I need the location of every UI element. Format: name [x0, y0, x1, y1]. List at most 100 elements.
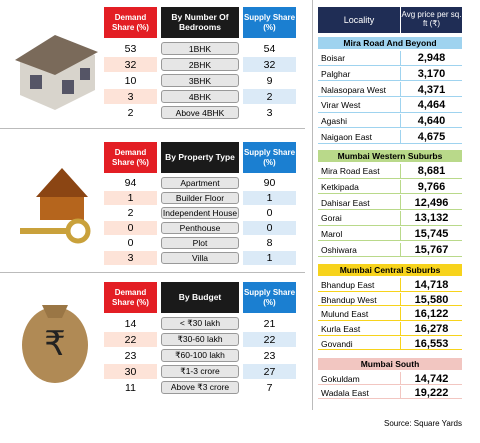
column-header: Locality — [318, 7, 400, 33]
locality: Agashi — [321, 116, 347, 127]
locality: Bhandup East — [321, 279, 375, 290]
demand-share: 30 — [104, 364, 157, 379]
supply-share: 9 — [243, 73, 296, 88]
category-label: Independent House — [161, 207, 239, 219]
demand-share: 3 — [104, 251, 157, 265]
category-label: Plot — [161, 237, 239, 249]
row-bg — [318, 82, 462, 98]
avg-price: 9,766 — [400, 179, 462, 195]
row-bg — [318, 337, 462, 351]
column-header: Demand Share (%) — [104, 142, 157, 173]
demand-share: 10 — [104, 73, 157, 88]
locality: Boisar — [321, 53, 346, 64]
row-bg — [318, 51, 462, 66]
locality: Naigaon East — [321, 131, 373, 142]
divider — [312, 0, 313, 410]
supply-share: 8 — [243, 236, 296, 250]
demand-share: 2 — [104, 105, 157, 120]
house-icon — [15, 35, 98, 110]
supply-share: 54 — [243, 41, 296, 56]
row-bg — [318, 243, 462, 258]
locality: Dahisar East — [321, 197, 370, 208]
demand-share: 94 — [104, 176, 157, 190]
row-bg — [318, 372, 462, 385]
supply-share: 1 — [243, 191, 296, 205]
demand-share: 14 — [104, 316, 157, 331]
avg-price: 16,122 — [400, 307, 462, 322]
avg-price: 2,948 — [400, 51, 462, 66]
row-bg — [318, 98, 462, 113]
supply-share: 21 — [243, 316, 296, 331]
column-header: Avg price per sq. ft (₹) — [400, 7, 462, 33]
locality: Gokuldam — [321, 373, 360, 384]
row-bg — [318, 227, 462, 242]
locality: Gorai — [321, 213, 342, 224]
avg-price: 16,278 — [400, 322, 462, 336]
supply-share: 0 — [243, 221, 296, 235]
avg-price: 4,675 — [400, 129, 462, 145]
avg-price: 16,553 — [400, 336, 462, 351]
avg-price: 13,132 — [400, 211, 462, 226]
supply-share: 32 — [243, 57, 296, 72]
supply-share: 7 — [243, 380, 296, 395]
row-bg — [318, 307, 462, 322]
avg-price: 15,767 — [400, 242, 462, 258]
row-bg — [318, 130, 462, 145]
group-header: Mumbai Central Suburbs — [318, 264, 462, 276]
avg-price: 14,742 — [400, 372, 462, 385]
row-bg — [318, 322, 462, 336]
demand-share: 1 — [104, 191, 157, 205]
category-label: Apartment — [161, 177, 239, 189]
column-header: By Budget — [161, 282, 239, 313]
avg-price: 3,170 — [400, 66, 462, 82]
column-header: By Number Of Bedrooms — [161, 7, 239, 38]
avg-price: 14,718 — [400, 278, 462, 292]
category-label: 3BHK — [161, 74, 239, 87]
category-label: Villa — [161, 252, 239, 264]
avg-price: 4,464 — [400, 98, 462, 113]
category-label: Builder Floor — [161, 192, 239, 204]
divider — [0, 128, 305, 129]
row-bg — [318, 293, 462, 307]
demand-share: 32 — [104, 57, 157, 72]
illustrations: ₹ — [15, 35, 98, 383]
locality: Nalasopara West — [321, 84, 387, 95]
column-header: By Property Type — [161, 142, 239, 173]
supply-share: 22 — [243, 332, 296, 347]
column-header: Supply Share (%) — [243, 282, 296, 313]
row-bg — [318, 67, 462, 82]
locality: Virar West — [321, 100, 361, 111]
row-bg — [318, 195, 462, 211]
demand-share: 11 — [104, 380, 157, 395]
supply-share: 3 — [243, 105, 296, 120]
demand-share: 53 — [104, 41, 157, 56]
row-bg — [318, 180, 462, 195]
supply-share: 27 — [243, 364, 296, 379]
locality: Mira Road East — [321, 166, 380, 177]
category-label: ₹60-100 lakh — [161, 349, 239, 362]
avg-price: 15,580 — [400, 292, 462, 307]
supply-share: 1 — [243, 251, 296, 265]
locality: Bhandup West — [321, 294, 377, 305]
source: Source: Square Yards — [384, 418, 462, 428]
demand-share: 0 — [104, 221, 157, 235]
category-label: Above 4BHK — [161, 106, 239, 119]
avg-price: 4,371 — [400, 82, 462, 98]
row-bg — [318, 278, 462, 292]
locality: Mulund East — [321, 309, 369, 320]
key-icon — [20, 168, 91, 244]
row-bg — [318, 211, 462, 226]
locality: Wadala East — [321, 387, 369, 398]
locality: Kurla East — [321, 323, 361, 334]
demand-share: 0 — [104, 236, 157, 250]
avg-price: 15,745 — [400, 226, 462, 242]
column-header: Supply Share (%) — [243, 142, 296, 173]
demand-share: 23 — [104, 348, 157, 363]
category-label: 1BHK — [161, 42, 239, 55]
category-label: < ₹30 lakh — [161, 317, 239, 330]
row-bg — [318, 386, 462, 399]
category-label: ₹30-60 lakh — [161, 333, 239, 346]
avg-price: 4,640 — [400, 113, 462, 129]
group-header: Mumbai Western Suburbs — [318, 150, 462, 162]
